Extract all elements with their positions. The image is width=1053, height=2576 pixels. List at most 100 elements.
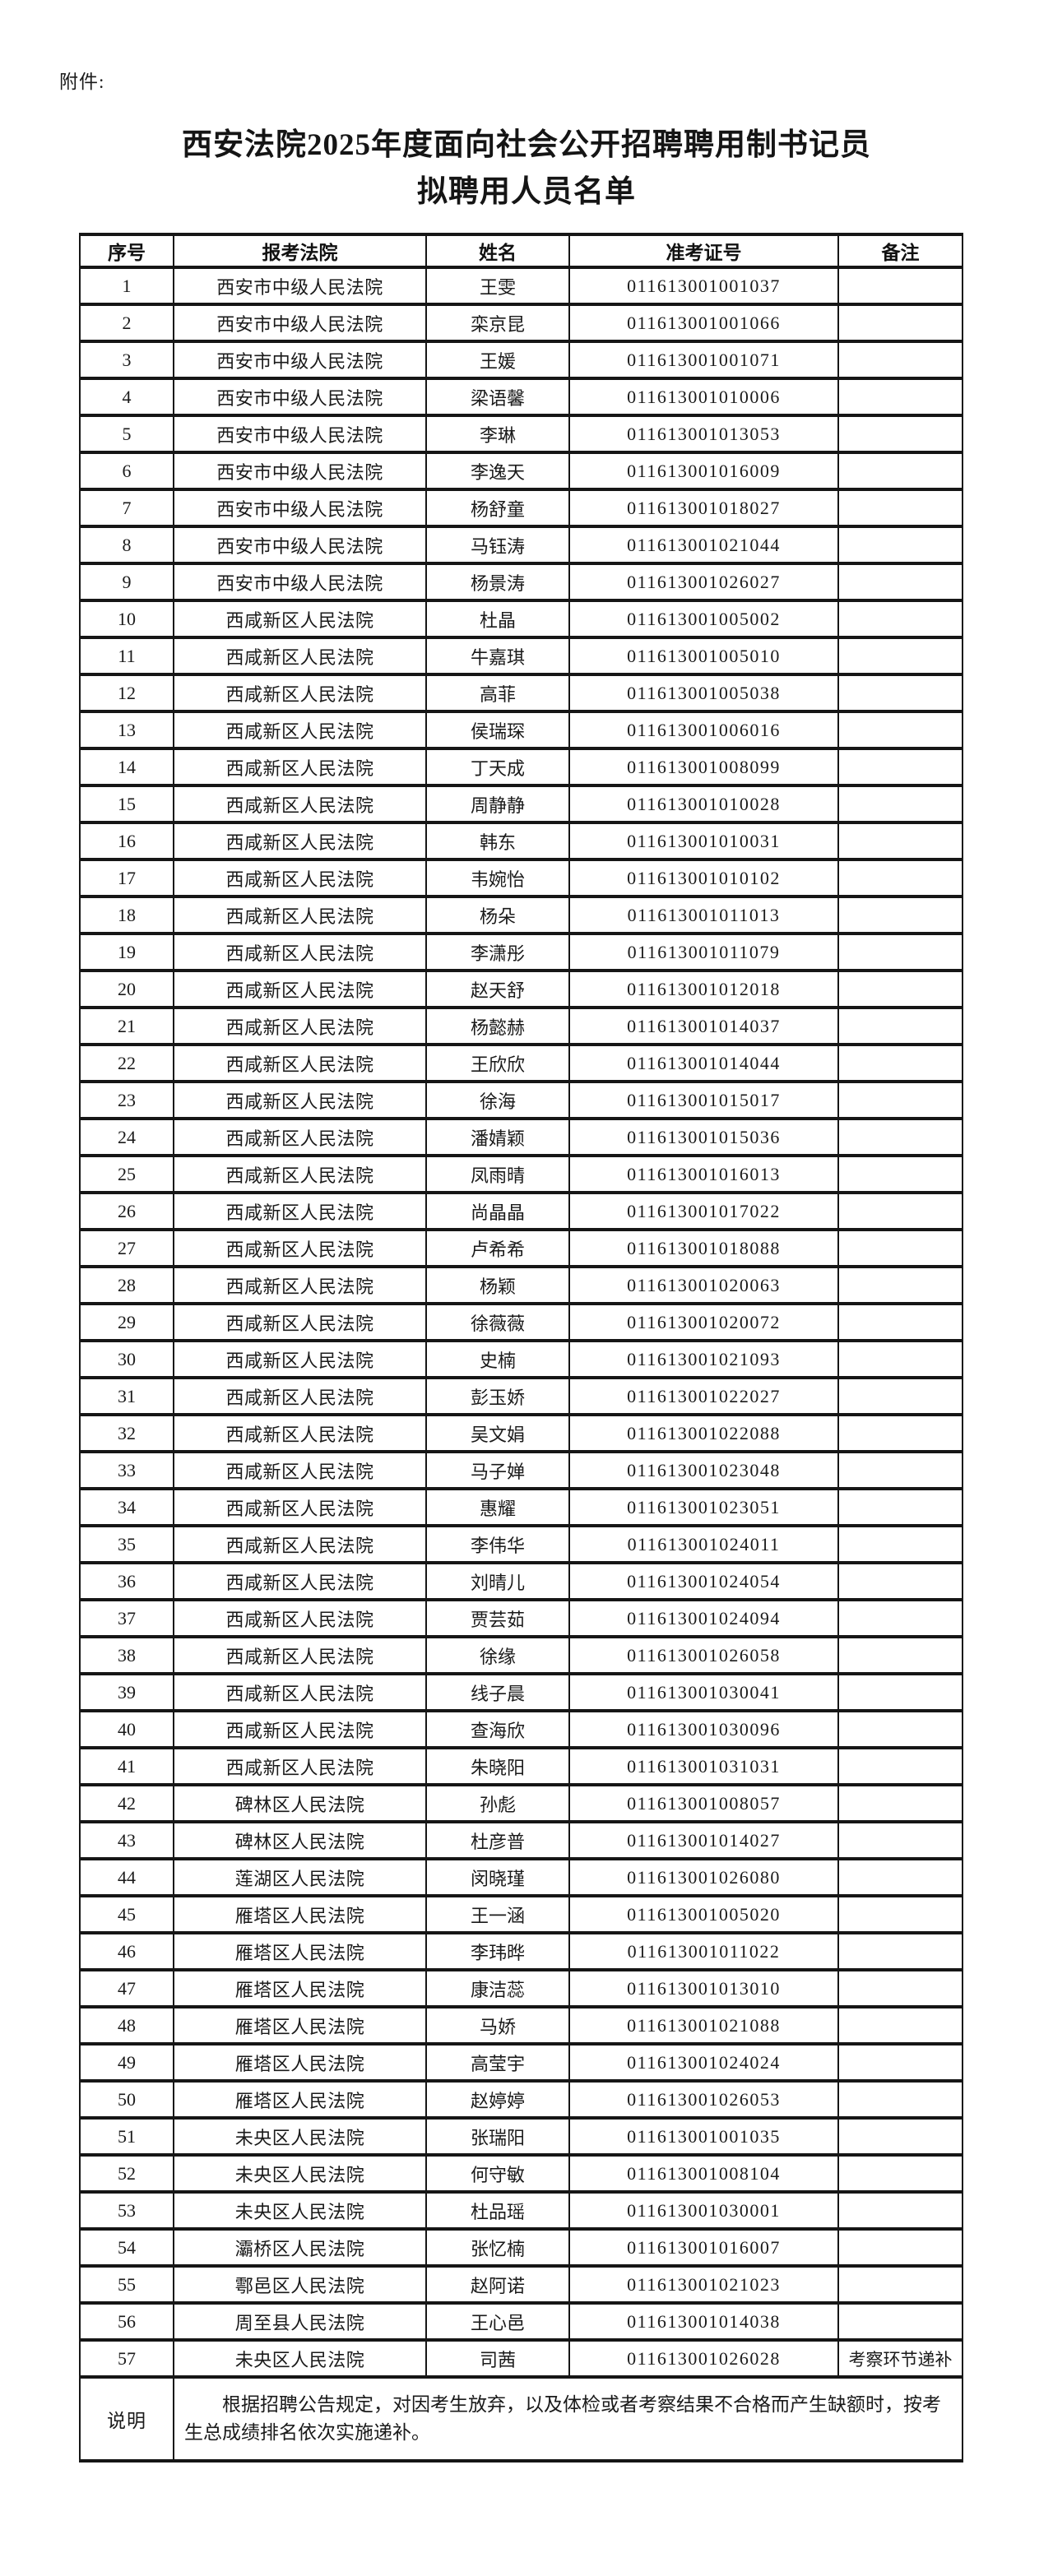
row-ticket: 011613001023048 — [568, 1450, 839, 1490]
row-remark — [837, 1524, 963, 1564]
row-number: 23 — [79, 1080, 174, 1120]
row-court: 西咸新区人民法院 — [173, 1635, 427, 1675]
row-ticket: 011613001014037 — [568, 1006, 839, 1046]
row-ticket: 011613001010006 — [568, 377, 839, 417]
row-remark — [837, 1487, 963, 1527]
row-number: 19 — [79, 932, 174, 972]
row-name: 杨朵 — [425, 895, 570, 935]
row-remark — [837, 1043, 963, 1083]
row-remark — [837, 969, 963, 1009]
row-remark — [837, 414, 963, 454]
row-number: 16 — [79, 821, 174, 861]
row-remark — [837, 2190, 963, 2231]
row-number: 51 — [79, 2116, 174, 2157]
table-row: 47 雁塔区人民法院 康洁蕊 011613001013010 — [79, 1968, 963, 2008]
row-court: 西咸新区人民法院 — [173, 1154, 427, 1194]
row-ticket: 011613001022088 — [568, 1413, 839, 1453]
row-court: 鄠邑区人民法院 — [173, 2264, 427, 2305]
row-ticket: 011613001017022 — [568, 1191, 839, 1231]
row-number: 10 — [79, 599, 174, 639]
table-row: 19 西咸新区人民法院 李潇彤 011613001011079 — [79, 932, 963, 972]
row-court: 西咸新区人民法院 — [173, 1117, 427, 1157]
row-ticket: 011613001018088 — [568, 1228, 839, 1268]
row-ticket: 011613001016007 — [568, 2227, 839, 2268]
row-court: 西咸新区人民法院 — [173, 1302, 427, 1342]
column-header-court: 报考法院 — [173, 233, 427, 269]
row-remark — [837, 1709, 963, 1749]
row-name: 马钰涛 — [425, 525, 570, 565]
row-court: 西咸新区人民法院 — [173, 1191, 427, 1231]
row-number: 33 — [79, 1450, 174, 1490]
table-row: 8 西安市中级人民法院 马钰涛 011613001021044 — [79, 525, 963, 565]
row-number: 49 — [79, 2042, 174, 2083]
row-number: 38 — [79, 1635, 174, 1675]
row-court: 西咸新区人民法院 — [173, 1709, 427, 1749]
row-court: 西咸新区人民法院 — [173, 747, 427, 787]
row-remark — [837, 2079, 963, 2120]
row-court: 雁塔区人民法院 — [173, 1968, 427, 2008]
row-ticket: 011613001001035 — [568, 2116, 839, 2157]
page-title: 西安法院2025年度面向社会公开招聘聘用制书记员 拟聘用人员名单 — [0, 122, 1053, 215]
row-number: 54 — [79, 2227, 174, 2268]
table-row: 37 西咸新区人民法院 贾芸茹 011613001024094 — [79, 1598, 963, 1638]
row-number: 48 — [79, 2005, 174, 2046]
row-number: 52 — [79, 2153, 174, 2194]
row-remark — [837, 1191, 963, 1231]
row-court: 西咸新区人民法院 — [173, 1043, 427, 1083]
row-ticket: 011613001024054 — [568, 1561, 839, 1601]
row-remark — [837, 525, 963, 565]
note-text: 根据招聘公告规定，对因考生放弃，以及体检或者考察结果不合格而产生缺额时，按考生总… — [173, 2375, 963, 2462]
table-row: 30 西咸新区人民法院 史楠 011613001021093 — [79, 1339, 963, 1379]
row-name: 杨景涛 — [425, 562, 570, 602]
row-remark — [837, 1080, 963, 1120]
row-ticket: 011613001031031 — [568, 1746, 839, 1786]
row-ticket: 011613001016009 — [568, 451, 839, 491]
row-remark — [837, 747, 963, 787]
row-name: 孙彪 — [425, 1783, 570, 1823]
row-remark — [837, 1931, 963, 1971]
row-name: 王心邑 — [425, 2301, 570, 2342]
row-remark — [837, 488, 963, 528]
row-court: 西安市中级人民法院 — [173, 377, 427, 417]
row-number: 8 — [79, 525, 174, 565]
note-row: 说明 根据招聘公告规定，对因考生放弃，以及体检或者考察结果不合格而产生缺额时，按… — [79, 2375, 963, 2462]
row-court: 西安市中级人民法院 — [173, 414, 427, 454]
table-row: 25 西咸新区人民法院 凤雨晴 011613001016013 — [79, 1154, 963, 1194]
row-court: 西安市中级人民法院 — [173, 488, 427, 528]
column-header-name: 姓名 — [425, 233, 570, 269]
row-ticket: 011613001012018 — [568, 969, 839, 1009]
row-number: 9 — [79, 562, 174, 602]
row-number: 43 — [79, 1820, 174, 1860]
page-title-line-2: 拟聘用人员名单 — [417, 175, 636, 209]
table-row: 55 鄠邑区人民法院 赵阿诺 011613001021023 — [79, 2264, 963, 2305]
row-remark — [837, 377, 963, 417]
table-row: 14 西咸新区人民法院 丁天成 011613001008099 — [79, 747, 963, 787]
row-remark — [837, 599, 963, 639]
row-name: 王雯 — [425, 266, 570, 306]
row-name: 韦婉怡 — [425, 858, 570, 898]
row-name: 李琳 — [425, 414, 570, 454]
row-court: 雁塔区人民法院 — [173, 2005, 427, 2046]
row-ticket: 011613001021023 — [568, 2264, 839, 2305]
table-row: 12 西咸新区人民法院 高菲 011613001005038 — [79, 673, 963, 713]
row-ticket: 011613001008099 — [568, 747, 839, 787]
table-row: 48 雁塔区人民法院 马娇 011613001021088 — [79, 2005, 963, 2046]
row-remark — [837, 1302, 963, 1342]
row-number: 35 — [79, 1524, 174, 1564]
row-number: 26 — [79, 1191, 174, 1231]
table-row: 20 西咸新区人民法院 赵天舒 011613001012018 — [79, 969, 963, 1009]
row-name: 凤雨晴 — [425, 1154, 570, 1194]
row-name: 栾京昆 — [425, 303, 570, 343]
row-number: 50 — [79, 2079, 174, 2120]
table-row: 28 西咸新区人民法院 杨颖 011613001020063 — [79, 1265, 963, 1305]
row-name: 徐缘 — [425, 1635, 570, 1675]
row-number: 28 — [79, 1265, 174, 1305]
table-row: 34 西咸新区人民法院 惠耀 011613001023051 — [79, 1487, 963, 1527]
row-name: 王媛 — [425, 340, 570, 380]
row-court: 西咸新区人民法院 — [173, 1450, 427, 1490]
row-ticket: 011613001010031 — [568, 821, 839, 861]
row-court: 西咸新区人民法院 — [173, 1524, 427, 1564]
note-label: 说明 — [79, 2375, 174, 2462]
row-ticket: 011613001014038 — [568, 2301, 839, 2342]
row-number: 5 — [79, 414, 174, 454]
